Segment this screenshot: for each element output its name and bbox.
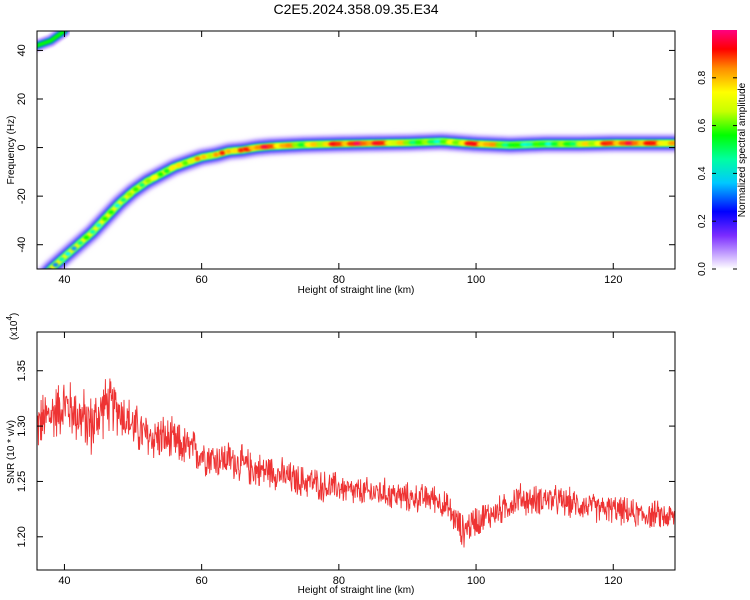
y-tick-label: 1.35 [16,360,28,381]
ridge-cell [169,165,176,170]
chart-title: C2E5.2024.358.09.35.E34 [273,1,438,17]
snr-multiplier: (x104) [5,313,20,340]
ridge-cell [219,150,226,156]
ridge-cell [213,152,220,157]
ridge-cell [77,240,84,246]
x-tick-label: 120 [604,575,622,587]
colorbar-ticks: 0.0 0.2 0.4 0.6 0.8 [697,70,737,276]
ridge-cell [120,197,127,202]
x-tick-label: 100 [467,575,485,587]
y-tick-label: 1.30 [16,415,28,436]
ridge-cell [114,203,121,208]
colorbar-tick-label: 0.6 [697,118,708,132]
x-tick-label: 80 [333,274,345,286]
spectrogram-panel: 40 60 80 100 120 -40 -20 0 20 40 Height of straig… [6,30,676,296]
colorbar-label: Normalized spectral amplitude [737,82,748,217]
colorbar: 0.0 0.2 0.4 0.6 0.8 Normalized spectral ampl… [697,30,748,276]
spectrogram-y-axis-label: Frequency (Hz) [6,116,17,185]
snr-multiplier-close: ) [9,313,20,316]
x-tick-label: 80 [333,575,345,587]
ridge-cell [52,262,59,267]
snr-series [37,378,675,548]
ridge-cell [95,223,102,228]
ridge-cell [206,153,213,158]
y-tick-label: 40 [16,44,28,56]
snr-background [37,332,675,570]
y-tick-label: 20 [16,93,28,105]
ridge-cell [151,175,158,180]
y-tick-label: 1.25 [16,471,28,492]
ridge-cell [188,158,195,164]
snr-ticks: 40 60 80 100 120 1.20 1.25 1.30 1.35 [16,332,675,587]
ridge-cell [108,210,115,215]
ridge-cell [64,251,71,256]
ridge-cell [132,187,139,192]
ridge-cell [163,168,170,174]
spectrogram-ticks: 40 60 80 100 120 -40 -20 0 20 40 [16,31,675,286]
x-tick-label: 60 [196,274,208,286]
snr-panel: 40 60 80 100 120 1.20 1.25 1.30 1.35 Height of s… [5,313,676,596]
colorbar-gradient [712,30,737,269]
ridge-cell [667,141,675,146]
y-tick-label: -20 [16,188,28,204]
ridge-cell [34,281,40,285]
snr-multiplier-exponent: 4 [5,316,14,321]
ridge-cell [200,154,207,160]
ridge-cell [83,235,90,240]
colorbar-tick-label: 0.8 [697,70,708,84]
ridge-cell [40,275,46,279]
colorbar-tick-label: 0.0 [697,262,708,276]
y-tick-label: 0 [16,145,28,151]
x-tick-label: 40 [58,575,70,587]
snr-frame [36,331,676,571]
snr-x-axis-label: Height of straight line (km) [298,585,415,596]
spectrogram-x-axis-label: Height of straight line (km) [298,285,415,296]
snr-y-axis-label: SNR (10 * v/v) [6,420,17,484]
ridge-cell [194,156,201,161]
alias-ridge [37,31,67,48]
ridge-cell [176,163,182,168]
ridge-cell [71,246,77,251]
snr-multiplier-base: (x10 [9,320,20,340]
y-tick-label: 1.20 [16,526,28,547]
x-tick-label: 60 [196,575,208,587]
ridge-cell [231,148,238,153]
x-tick-label: 100 [467,274,485,286]
ridge-cell [58,257,65,262]
snr-line [37,378,675,548]
colorbar-tick-label: 0.2 [697,214,708,228]
ridge-cell [182,160,189,166]
spectrogram-frame [36,30,676,270]
y-tick-label: -40 [16,237,28,253]
x-tick-label: 120 [604,274,622,286]
spectrogram-heatmap [34,31,675,285]
ridge-cell [89,229,96,234]
x-tick-label: 40 [58,274,70,286]
svg-text:(x104): (x104) [5,313,20,340]
ridge-cell [139,182,145,188]
ridge-cell [126,192,133,197]
ridge-cell [157,172,164,177]
ridge-cell [225,149,232,154]
colorbar-tick-label: 0.4 [697,166,708,180]
ridge-cell [145,178,152,183]
ridge-cell [101,216,108,221]
